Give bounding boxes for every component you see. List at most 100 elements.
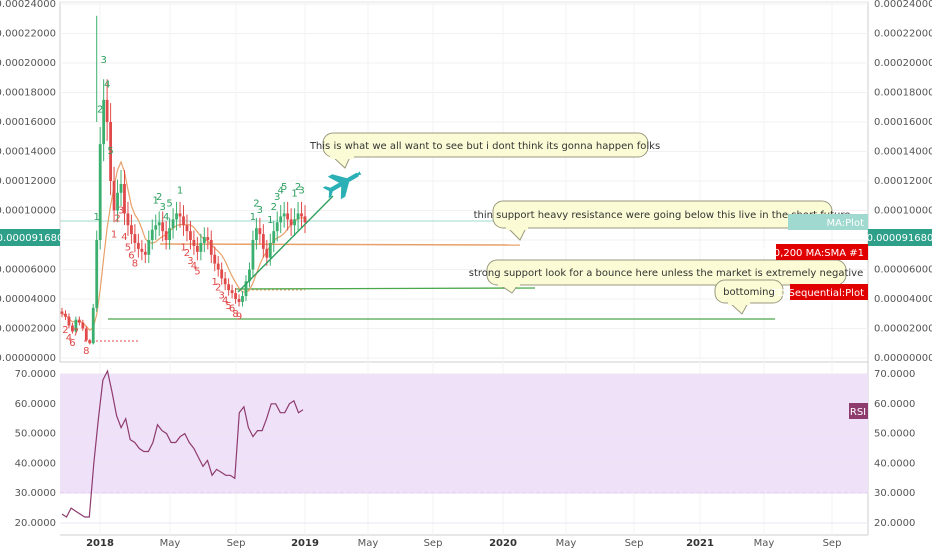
candle-body xyxy=(216,263,220,270)
price-tick-label: 0.00006000 xyxy=(874,265,932,276)
td-count-red: 8 xyxy=(232,309,238,320)
time-tick-label: 2018 xyxy=(86,538,114,549)
candle-body xyxy=(258,228,262,235)
candle-body xyxy=(293,219,296,226)
td-count-red: 4 xyxy=(66,333,72,344)
candle-body xyxy=(296,213,300,220)
candle-body xyxy=(178,213,182,217)
time-tick-label: May xyxy=(556,538,577,549)
candle-body xyxy=(209,240,213,255)
td-count-green: 2 xyxy=(156,192,162,203)
candle-body xyxy=(220,269,224,279)
candle-body xyxy=(77,319,81,323)
candle-body xyxy=(185,225,189,232)
candle-body xyxy=(251,240,255,270)
callout-bottoming[interactable]: bottoming xyxy=(714,279,784,315)
candle-body xyxy=(157,222,161,226)
td-count-green: 2 xyxy=(295,182,301,193)
candle-body xyxy=(248,269,251,282)
candle-body xyxy=(116,192,119,211)
price-tick-label: 0.00004000 xyxy=(0,294,56,305)
candle-body xyxy=(171,219,175,229)
rsi-grid xyxy=(60,373,868,524)
rsi-tick-label: 50.0000 xyxy=(874,429,915,440)
td-count-green: 4 xyxy=(163,212,169,223)
td-count-red: 3 xyxy=(187,256,193,267)
rsi-tick-label: 60.0000 xyxy=(15,399,56,410)
candle-body xyxy=(105,99,109,122)
candle-body xyxy=(161,222,165,232)
rsi-tick-label: 40.0000 xyxy=(15,458,56,469)
td-count-red: 8 xyxy=(83,346,89,357)
td-count-green: 3 xyxy=(257,205,263,216)
candle-body xyxy=(71,325,74,332)
candle-body xyxy=(227,284,231,291)
callout-want-to-see[interactable]: This is what we all want to see but i do… xyxy=(309,132,660,169)
candle-body xyxy=(189,231,192,240)
candle-body xyxy=(67,316,71,326)
candle-body xyxy=(282,213,286,217)
price-tick-label: 0.00010000 xyxy=(0,206,56,217)
candle-body xyxy=(102,99,106,145)
candle-body xyxy=(175,213,178,220)
projection-trendline[interactable] xyxy=(237,195,334,293)
rsi-tick-label: 70.0000 xyxy=(874,369,915,380)
td-count-red: 1 xyxy=(111,229,117,240)
td-count-red: 6 xyxy=(128,250,134,261)
candle-body xyxy=(150,229,154,240)
candle-body xyxy=(60,311,64,314)
candle-body xyxy=(241,296,244,302)
td-count-green: 1 xyxy=(94,212,100,223)
time-tick-label: May xyxy=(160,538,181,549)
price-pane xyxy=(59,1,869,363)
candle-body xyxy=(237,299,241,302)
td-count-red: 1 xyxy=(212,277,218,288)
price-ticks-right: 0.00000000 0.00002000 0.00004000 0.00006000… xyxy=(874,0,932,364)
td-count-red: 5 xyxy=(125,243,131,254)
time-tick-label: 2020 xyxy=(489,538,517,549)
td-count-green: 2 xyxy=(253,199,259,210)
td-count-red: 1 xyxy=(180,243,186,254)
candle-body xyxy=(230,290,234,294)
candle-body xyxy=(279,216,283,223)
candle-body xyxy=(168,228,172,240)
price-tick-label: 0.00002000 xyxy=(0,324,56,335)
price-tick-label: 0.00024000 xyxy=(0,0,56,10)
candle-body xyxy=(88,340,92,344)
td-sequential-tag-text: TD Sequential:Plot xyxy=(771,288,865,299)
time-tick-label: Sep xyxy=(424,538,443,549)
airplane-icon xyxy=(322,171,362,200)
candle-body xyxy=(154,225,158,230)
td-count-green: 2 xyxy=(97,104,103,115)
td-count-green: 5 xyxy=(281,182,287,193)
td-count-red: 2 xyxy=(62,325,68,336)
time-tick-label: Sep xyxy=(823,538,842,549)
candle-body xyxy=(300,213,303,217)
last-price-tag-right xyxy=(868,229,932,246)
td-count-red: 2 xyxy=(215,282,221,293)
rsi-tick-label: 60.0000 xyxy=(874,399,915,410)
rsi-tick-label: 20.0000 xyxy=(874,518,915,529)
candle-body xyxy=(255,228,258,240)
time-tick-label: Sep xyxy=(625,538,644,549)
callout-text: strong support look for a bounce here un… xyxy=(469,268,863,279)
td-count-green: 5 xyxy=(166,199,172,210)
callout-text: thin support heavy resistance were going… xyxy=(474,210,851,221)
candle-body xyxy=(91,307,95,344)
resistance-line[interactable] xyxy=(159,243,521,246)
candle-body xyxy=(289,219,293,226)
rsi-tick-label: 50.0000 xyxy=(15,429,56,440)
td-count-green: 3 xyxy=(159,202,165,213)
td-count-red: 6 xyxy=(229,304,235,315)
price-tick-label: 0.00016000 xyxy=(874,117,932,128)
ma-plot-tag xyxy=(788,214,868,230)
price-tick-label: 0.00000000 xyxy=(874,353,932,364)
candle-body xyxy=(133,234,137,243)
price-tick-label: 0.00016000 xyxy=(0,117,56,128)
price-tick-label: 0.00000000 xyxy=(0,353,56,364)
time-tick-label: Sep xyxy=(227,538,246,549)
callout-strong-support[interactable]: strong support look for a bounce here un… xyxy=(469,259,863,294)
candle-body xyxy=(164,231,168,240)
strong-support-line[interactable] xyxy=(234,287,536,290)
